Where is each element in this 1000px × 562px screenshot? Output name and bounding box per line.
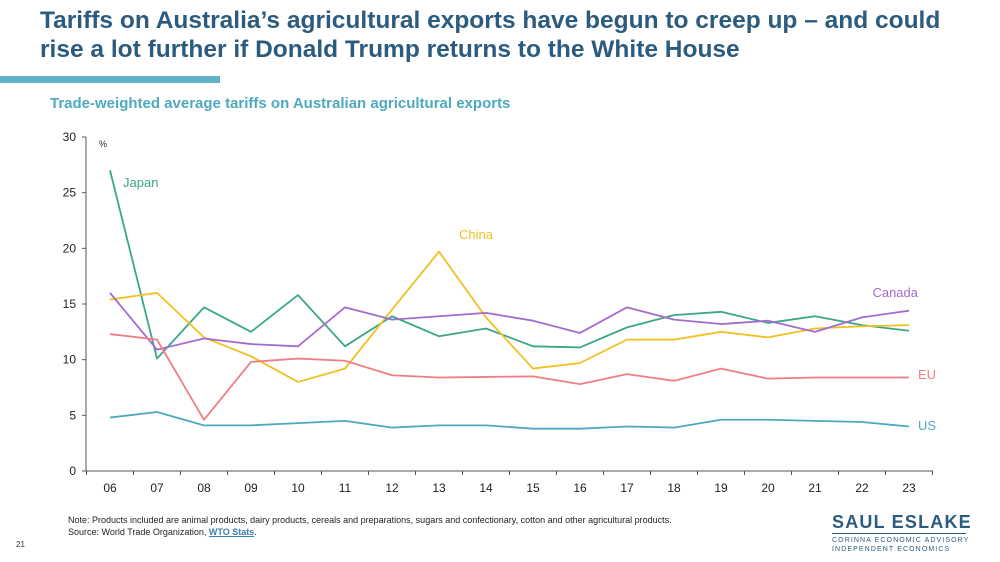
slide-title: Tariffs on Australia’s agricultural expo…	[40, 7, 941, 63]
series-label-us: US	[918, 418, 936, 433]
x-tick-label: 16	[573, 481, 587, 495]
y-tick-label: 10	[63, 353, 77, 367]
series-line-china	[109, 250, 910, 383]
x-tick-label: 12	[385, 481, 399, 495]
x-tick-label: 14	[479, 481, 493, 495]
y-tick-label: 20	[63, 241, 77, 255]
page-number: 21	[16, 540, 25, 549]
brand-tagline-1: CORINNA ECONOMIC ADVISORY	[832, 537, 970, 544]
source-text: Source: World Trade Organization, WTO St…	[68, 526, 672, 538]
brand-name: SAUL ESLAKE	[832, 512, 972, 532]
x-tick-label: 11	[339, 481, 352, 495]
chart-title: Trade-weighted average tariffs on Austra…	[50, 95, 511, 112]
x-tick-label: 06	[103, 481, 117, 495]
x-tick-label: 17	[620, 481, 634, 495]
series-line-japan	[109, 170, 910, 360]
x-tick-label: 08	[197, 481, 211, 495]
brand-divider	[832, 533, 966, 534]
title-accent-bar	[0, 76, 220, 83]
series-label-eu: EU	[918, 367, 936, 382]
x-tick-label: 23	[902, 481, 916, 495]
y-tick-label: 5	[69, 408, 76, 422]
x-tick-label: 21	[808, 481, 822, 495]
wto-stats-link[interactable]: WTO Stats	[208, 527, 255, 537]
series-label-china: China	[459, 227, 494, 242]
x-tick-label: 07	[150, 481, 164, 495]
x-tick-label: 13	[432, 481, 446, 495]
x-tick-label: 10	[291, 481, 305, 495]
x-tick-label: 15	[526, 481, 540, 495]
y-tick-label: 15	[63, 297, 77, 311]
source-prefix: Source: World Trade Organization,	[68, 527, 209, 537]
series-label-japan: Japan	[123, 175, 158, 190]
series-line-us	[109, 411, 910, 430]
chart-notes: Note: Products included are animal produ…	[68, 514, 672, 538]
x-tick-label: 19	[714, 481, 728, 495]
note-text: Note: Products included are animal produ…	[68, 515, 672, 525]
source-suffix: .	[254, 527, 257, 537]
series-line-canada	[109, 292, 910, 351]
brand-tagline-2: INDEPENDENT ECONOMICS	[832, 546, 951, 553]
brand-logo: SAUL ESLAKE CORINNA ECONOMIC ADVISORY IN…	[832, 512, 972, 554]
x-tick-label: 09	[244, 481, 258, 495]
series-label-canada: Canada	[872, 285, 918, 300]
y-tick-label: 0	[69, 464, 76, 478]
y-tick-label: 30	[63, 130, 77, 144]
series-line-eu	[109, 333, 909, 421]
y-tick-label: 25	[63, 186, 77, 200]
y-unit-label: %	[99, 139, 107, 149]
x-tick-label: 22	[855, 481, 869, 495]
x-tick-label: 18	[667, 481, 681, 495]
x-tick-label: 20	[761, 481, 775, 495]
